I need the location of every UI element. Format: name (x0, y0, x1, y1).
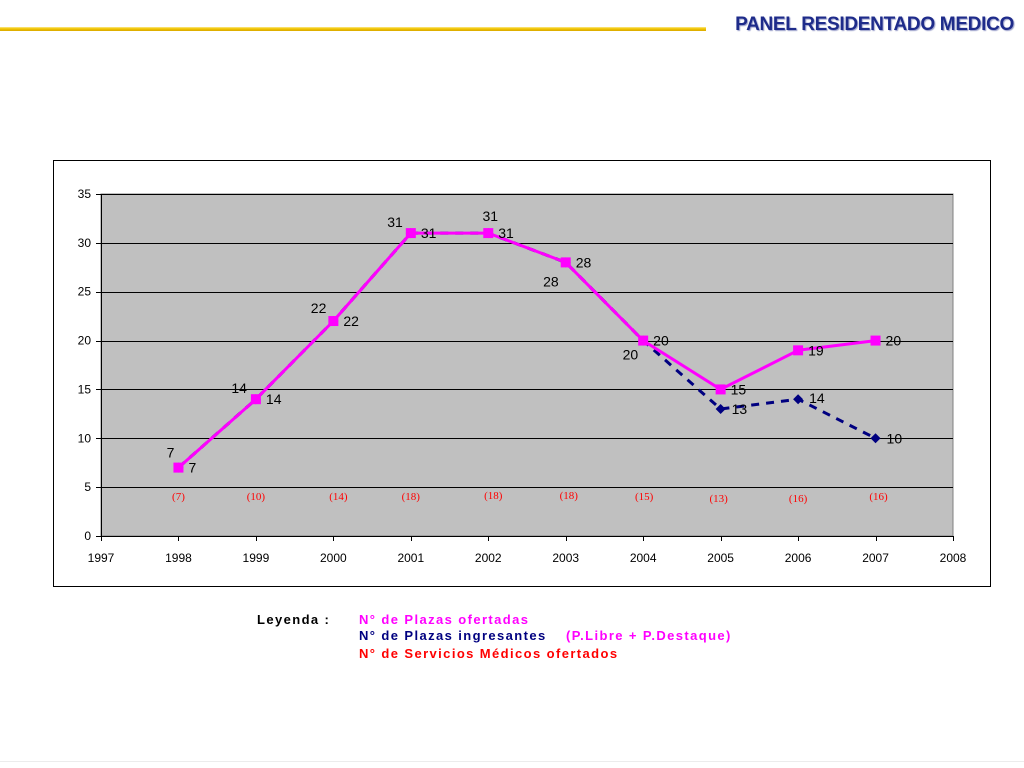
data-label-servicios-medicos: (18) (560, 490, 579, 502)
data-point-plazas-ofertadas (173, 462, 184, 473)
legend-item-plazas-ofertadas: N° de Plazas ofertadas (359, 612, 530, 627)
data-label-plazas-ofertadas: 31 (498, 225, 514, 241)
data-label-plazas-ingresantes: 10 (887, 430, 903, 446)
header-accent-line (0, 27, 706, 31)
x-tick-label: 2008 (940, 551, 967, 565)
data-label-plazas-ofertadas: 7 (188, 460, 196, 476)
data-point-plazas-ofertadas (560, 257, 571, 268)
data-label-servicios-medicos: (18) (402, 491, 421, 503)
data-point-plazas-ingresantes (793, 394, 804, 405)
series-line-plazas-ofertadas (177, 231, 876, 469)
data-label-plazas-ofertadas: 19 (808, 342, 824, 358)
data-point-plazas-ingresantes (870, 433, 881, 444)
legend-item-plazas-ingresantes: N° de Plazas ingresantes (359, 628, 547, 643)
plot-area (100, 193, 954, 537)
data-label-plazas-ofertadas: 15 (731, 381, 747, 397)
data-point-plazas-ofertadas (328, 316, 339, 327)
x-tick-label: 2005 (707, 551, 734, 565)
x-tick-label: 1997 (88, 551, 115, 565)
x-tick-label: 2001 (397, 551, 424, 565)
data-label-plazas-ofertadas: 28 (576, 254, 592, 270)
data-label-servicios-medicos: (18) (484, 490, 503, 502)
data-label-plazas-ofertadas: 22 (343, 313, 359, 329)
data-point-plazas-ofertadas (250, 394, 261, 405)
x-tick-label: 2002 (475, 551, 502, 565)
data-label-plazas-ofertadas: 14 (266, 391, 282, 407)
data-label-plazas-ofertadas: 31 (421, 225, 437, 241)
y-tick-label: 20 (78, 334, 92, 348)
data-point-plazas-ofertadas (793, 345, 804, 356)
data-label-plazas-ofertadas: 20 (653, 333, 669, 349)
x-tick-label: 2006 (785, 551, 812, 565)
data-label-plazas-ingresantes: 14 (809, 390, 825, 406)
data-point-plazas-ofertadas (638, 335, 649, 346)
data-label-servicios-medicos: (13) (709, 493, 728, 505)
legend-item-servicios-medicos: N° de Servicios Médicos ofertados (359, 646, 619, 661)
x-tick-label: 1999 (243, 551, 270, 565)
slide-title: PANEL RESIDENTADO MEDICO (735, 14, 1014, 35)
line-chart: 0 5 10 15 20 25 30 35 1997 1998 1999 2000 2001 2002 20… (78, 187, 967, 565)
data-label-plazas-ingresantes: 28 (543, 273, 559, 289)
data-label-plazas-ingresantes: 31 (387, 214, 403, 230)
data-label-plazas-ingresantes: 20 (623, 347, 639, 363)
y-tick-label: 30 (78, 236, 92, 250)
data-label-plazas-ingresantes: 22 (311, 300, 327, 316)
data-point-plazas-ingresantes (715, 403, 726, 414)
legend-note-ingresantes: (P.Libre + P.Destaque) (566, 628, 732, 643)
y-tick-label: 15 (78, 382, 92, 396)
legend-heading: Leyenda : (257, 612, 331, 627)
y-tick-label: 0 (84, 529, 91, 543)
data-label-servicios-medicos: (7) (172, 491, 185, 503)
data-label-plazas-ingresantes: 31 (482, 208, 498, 224)
x-tick-label: 2004 (630, 551, 657, 565)
data-point-plazas-ofertadas (483, 228, 494, 239)
data-point-plazas-ofertadas (405, 228, 416, 239)
y-tick-label: 5 (84, 480, 91, 494)
x-tick-label: 1998 (165, 551, 192, 565)
data-label-servicios-medicos: (14) (329, 491, 348, 503)
x-tick-label: 2000 (320, 551, 347, 565)
data-label-servicios-medicos: (10) (247, 491, 266, 503)
data-label-servicios-medicos: (16) (869, 491, 888, 503)
data-label-plazas-ingresantes: 7 (167, 445, 175, 461)
data-label-servicios-medicos: (15) (635, 491, 654, 503)
footer-divider (0, 761, 1024, 762)
y-tick-label: 35 (78, 187, 92, 201)
y-tick-label: 10 (78, 431, 92, 445)
x-tick-label: 2003 (552, 551, 579, 565)
y-tick-label: 25 (78, 285, 92, 299)
data-label-servicios-medicos: (16) (789, 493, 808, 505)
data-point-plazas-ofertadas (715, 384, 726, 395)
data-label-plazas-ingresantes: 13 (732, 401, 748, 417)
data-label-plazas-ofertadas: 20 (886, 333, 902, 349)
data-label-plazas-ingresantes: 14 (231, 380, 247, 396)
data-point-plazas-ofertadas (870, 335, 881, 346)
x-tick-label: 2007 (862, 551, 889, 565)
chart-frame: 0 5 10 15 20 25 30 35 1997 1998 1999 2000 2001 2002 20… (53, 160, 991, 587)
